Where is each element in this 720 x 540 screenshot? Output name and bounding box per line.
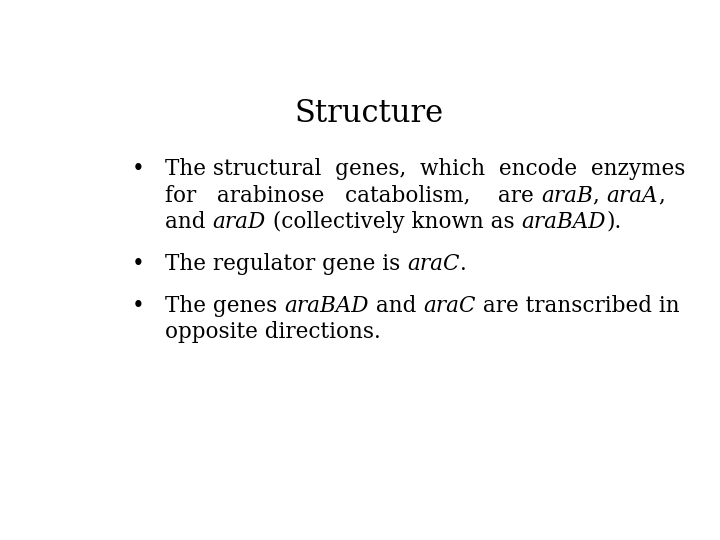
Text: and: and [369, 295, 423, 317]
Text: opposite directions.: opposite directions. [166, 321, 381, 343]
Text: ).: ). [606, 211, 621, 233]
Text: •: • [132, 253, 145, 275]
Text: The regulator gene is: The regulator gene is [166, 253, 408, 275]
Text: araD: araD [212, 211, 266, 233]
Text: araC: araC [423, 295, 476, 317]
Text: and: and [166, 211, 212, 233]
Text: araC: araC [408, 253, 460, 275]
Text: araBAD: araBAD [521, 211, 606, 233]
Text: araA: araA [606, 185, 658, 207]
Text: •: • [132, 295, 145, 317]
Text: ,: , [593, 185, 606, 207]
Text: araB: araB [541, 185, 593, 207]
Text: •: • [132, 158, 145, 180]
Text: (collectively known as: (collectively known as [266, 211, 521, 233]
Text: .: . [460, 253, 467, 275]
Text: ,: , [658, 185, 665, 207]
Text: The structural  genes,  which  encode  enzymes: The structural genes, which encode enzym… [166, 158, 685, 180]
Text: for   arabinose   catabolism,    are: for arabinose catabolism, are [166, 185, 541, 207]
Text: araBAD: araBAD [284, 295, 369, 317]
Text: are transcribed in: are transcribed in [476, 295, 680, 317]
Text: Structure: Structure [294, 98, 444, 129]
Text: The genes: The genes [166, 295, 284, 317]
